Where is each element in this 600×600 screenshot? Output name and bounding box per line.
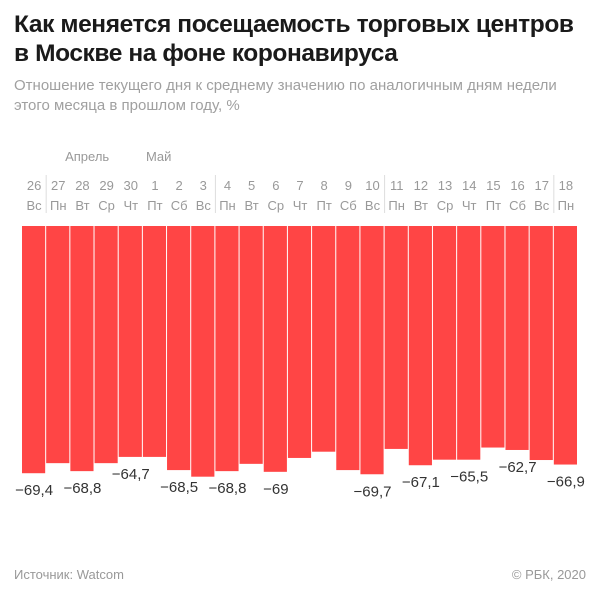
weekday-tick-label: Ср xyxy=(98,198,115,213)
bar xyxy=(384,226,408,449)
weekday-tick-label: Ср xyxy=(268,198,285,213)
bar xyxy=(191,226,215,477)
bar xyxy=(287,226,312,458)
bar xyxy=(408,226,432,466)
weekday-tick-label: Вс xyxy=(534,198,550,213)
weekday-tick-label: Пн xyxy=(558,198,575,213)
bar xyxy=(142,226,167,457)
weekday-tick-label: Пн xyxy=(219,198,236,213)
day-tick-label: 17 xyxy=(535,178,549,193)
bar xyxy=(529,226,553,461)
day-tick-label: 5 xyxy=(248,178,255,193)
bar xyxy=(457,226,481,460)
bar xyxy=(118,226,142,457)
weekday-tick-label: Пн xyxy=(388,198,405,213)
bar xyxy=(432,226,457,460)
weekday-tick-label: Вт xyxy=(245,198,259,213)
chart-title: Как меняется посещаемость торговых центр… xyxy=(14,11,574,67)
day-tick-label: 16 xyxy=(510,178,524,193)
day-tick-label: 27 xyxy=(51,178,65,193)
day-tick-label: 13 xyxy=(438,178,452,193)
weekday-tick-label: Пт xyxy=(317,198,332,213)
bar xyxy=(239,226,263,464)
day-tick-label: 30 xyxy=(124,178,138,193)
bar xyxy=(263,226,287,472)
day-tick-label: 10 xyxy=(365,178,379,193)
data-label: −64,7 xyxy=(112,466,150,483)
data-label: −65,5 xyxy=(450,469,488,486)
month-label: Апрель xyxy=(65,149,109,164)
bar xyxy=(360,226,384,475)
data-label: −67,1 xyxy=(402,474,440,491)
day-tick-label: 28 xyxy=(75,178,89,193)
chart-subtitle: Отношение текущего дня к среднему значен… xyxy=(14,77,557,114)
day-tick-label: 18 xyxy=(559,178,573,193)
day-tick-label: 14 xyxy=(462,178,476,193)
weekday-tick-label: Чт xyxy=(123,198,138,213)
data-label: −62,7 xyxy=(499,459,537,476)
data-label: −68,8 xyxy=(63,480,101,497)
data-label: −69,7 xyxy=(354,483,392,500)
day-tick-label: 3 xyxy=(200,178,207,193)
day-tick-label: 2 xyxy=(176,178,183,193)
weekday-tick-label: Чт xyxy=(293,198,308,213)
day-tick-label: 15 xyxy=(486,178,500,193)
weekday-tick-label: Вс xyxy=(365,198,381,213)
data-label: −69,4 xyxy=(15,482,53,499)
bar xyxy=(505,226,529,450)
source-note: Источник: Watcom xyxy=(14,567,124,582)
bar xyxy=(481,226,505,448)
bar xyxy=(94,226,118,464)
weekday-tick-label: Пн xyxy=(50,198,67,213)
weekday-tick-label: Сб xyxy=(340,198,357,213)
month-label: Май xyxy=(146,149,171,164)
weekday-tick-label: Чт xyxy=(462,198,477,213)
day-tick-label: 6 xyxy=(272,178,279,193)
weekday-tick-label: Сб xyxy=(509,198,526,213)
data-label: −69 xyxy=(263,481,288,498)
weekday-tick-label: Вс xyxy=(196,198,212,213)
weekday-tick-label: Вт xyxy=(414,198,428,213)
bar xyxy=(70,226,94,472)
day-tick-label: 9 xyxy=(345,178,352,193)
copyright: © РБК, 2020 xyxy=(511,567,586,582)
weekday-tick-label: Пт xyxy=(486,198,501,213)
weekday-tick-label: Ср xyxy=(437,198,454,213)
bar xyxy=(46,226,70,464)
bar xyxy=(312,226,336,452)
weekday-tick-label: Пт xyxy=(147,198,162,213)
day-tick-label: 29 xyxy=(99,178,113,193)
weekday-tick-label: Вс xyxy=(27,198,43,213)
day-tick-label: 12 xyxy=(414,178,428,193)
data-label: −68,8 xyxy=(208,480,246,497)
bar xyxy=(167,226,191,471)
weekday-tick-label: Сб xyxy=(171,198,188,213)
day-tick-label: 26 xyxy=(27,178,41,193)
day-tick-label: 7 xyxy=(296,178,303,193)
day-tick-label: 11 xyxy=(390,178,404,193)
bar xyxy=(22,226,46,474)
day-tick-label: 4 xyxy=(224,178,231,193)
bar xyxy=(215,226,239,472)
day-tick-label: 1 xyxy=(151,178,158,193)
weekday-tick-label: Вт xyxy=(75,198,89,213)
data-label: −68,5 xyxy=(160,479,198,496)
bar xyxy=(553,226,577,465)
data-label: −66,9 xyxy=(547,474,585,491)
day-tick-label: 8 xyxy=(321,178,328,193)
bar xyxy=(336,226,360,471)
